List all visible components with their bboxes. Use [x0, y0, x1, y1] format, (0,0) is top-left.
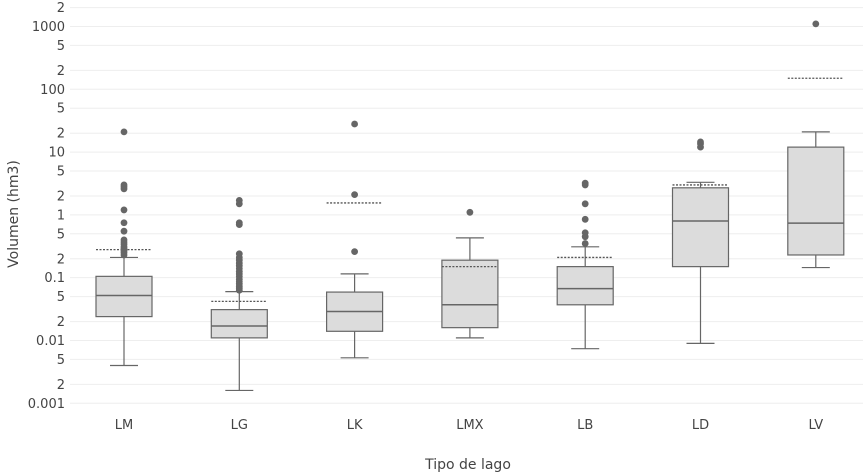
outlier-point	[120, 227, 128, 235]
outlier-point	[351, 248, 358, 256]
box-group-lb	[556, 179, 614, 350]
box-group-ld	[671, 138, 730, 344]
box-group-lg	[210, 197, 268, 392]
y-tick-label: 10	[48, 146, 65, 161]
outlier-point	[235, 250, 243, 258]
x-tick-labels: LM LG LK LMX LB LD LV	[115, 418, 823, 433]
y-axis-title: Volumen (hm3)	[6, 160, 22, 268]
box-iqr	[671, 187, 730, 268]
x-tick-label: LMX	[456, 418, 483, 433]
y-tick-label: 5	[57, 102, 65, 117]
y-tick-label: 2	[57, 189, 65, 204]
x-tick-label: LG	[231, 418, 248, 433]
y-tick-label: 5	[57, 227, 65, 242]
x-axis-title: Tipo de lago	[424, 457, 511, 473]
y-tick-label: 5	[57, 164, 65, 179]
x-tick-label: LD	[692, 418, 709, 433]
x-tick-label: LV	[808, 418, 823, 433]
x-tick-label: LK	[347, 418, 363, 433]
y-tick-label: 5	[57, 353, 65, 368]
outlier-point	[581, 240, 589, 247]
x-tick-label: LM	[115, 418, 133, 433]
outlier-point	[466, 208, 474, 216]
boxes	[95, 20, 845, 392]
outlier-point	[697, 138, 704, 146]
y-tick-label: 5	[57, 39, 65, 54]
box-iqr	[95, 275, 153, 318]
y-tick-label: 100	[40, 83, 65, 98]
y-tick-label: 2	[57, 1, 65, 16]
outlier-point	[235, 219, 243, 227]
outlier-point	[581, 215, 589, 223]
y-tick-label: 1000	[32, 20, 65, 35]
y-tick-label: 2	[57, 127, 65, 142]
outlier-point	[581, 179, 589, 187]
outlier-point	[120, 219, 128, 227]
box-group-lmx	[441, 208, 499, 339]
outlier-point	[812, 20, 820, 28]
y-tick-label: 1	[57, 208, 65, 223]
grid-lines	[70, 7, 863, 404]
y-tick-label: 0.001	[28, 397, 65, 412]
outlier-point	[120, 128, 128, 136]
outlier-point	[120, 206, 128, 214]
box-group-lv	[787, 20, 845, 269]
box-group-lk	[326, 120, 384, 359]
y-tick-label: 2	[57, 252, 65, 267]
box-iqr	[210, 309, 268, 339]
box-iqr	[787, 146, 845, 256]
y-tick-labels: 0.001 2 5 0.01 2 5 0.1 2 5 1 2 5 10 2 5 100 2 5 1000 2	[28, 1, 65, 412]
outlier-point	[581, 200, 589, 208]
y-tick-label: 0.01	[36, 334, 65, 349]
box-iqr	[441, 259, 499, 329]
box-iqr	[556, 266, 614, 306]
y-tick-label: 2	[57, 64, 65, 79]
y-tick-label: 2	[57, 378, 65, 393]
outlier-point	[120, 181, 128, 189]
box-group-lm	[95, 128, 153, 367]
y-tick-label: 5	[57, 290, 65, 305]
y-tick-label: 2	[57, 315, 65, 330]
outlier-point	[235, 197, 243, 204]
y-tick-label: 0.1	[44, 271, 65, 286]
outlier-point	[351, 191, 358, 199]
outlier-point	[120, 236, 128, 244]
outlier-point	[351, 120, 358, 128]
outlier-point	[581, 229, 589, 237]
x-tick-label: LB	[577, 418, 593, 433]
